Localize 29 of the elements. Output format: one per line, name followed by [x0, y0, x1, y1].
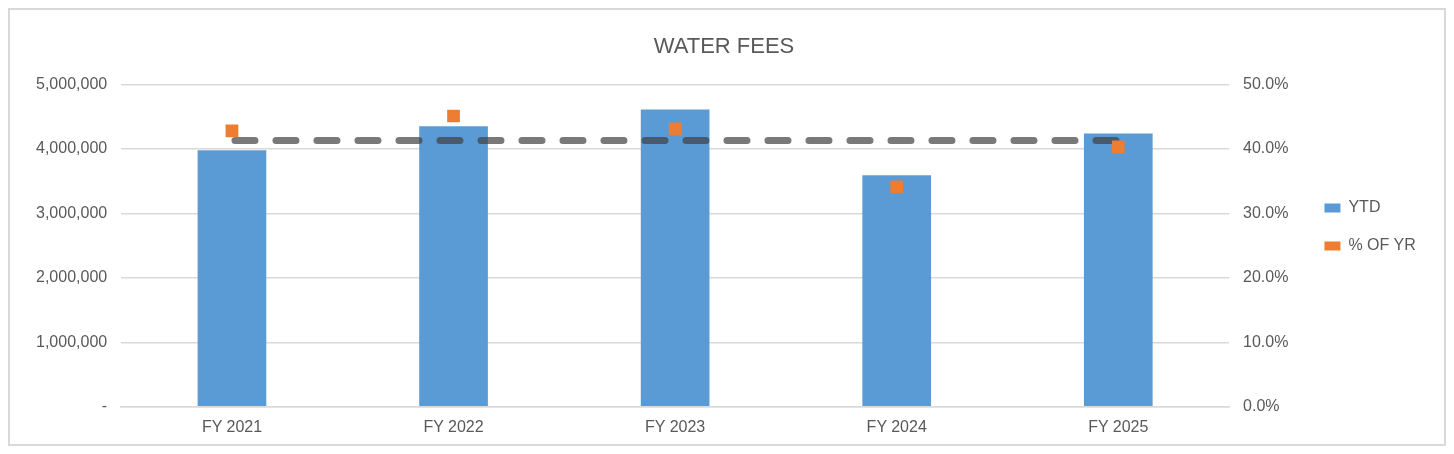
point: [1111, 140, 1125, 154]
y2-tick-label: 40.0%: [1243, 139, 1289, 157]
point: [447, 109, 460, 123]
x-tick-label: FY 2023: [645, 417, 706, 435]
x-tick-label: FY 2022: [423, 417, 484, 435]
x-tick-label: FY 2024: [866, 417, 927, 435]
bar: [640, 109, 710, 407]
bar: [197, 150, 267, 407]
y-tick-label: 1,000,000: [35, 332, 108, 350]
y-tick-label: 2,000,000: [35, 268, 108, 286]
x-tick-label: FY 2021: [201, 417, 263, 435]
bar: [862, 175, 932, 407]
y2-tick-label: 50.0%: [1243, 74, 1289, 92]
y-tick-label: -: [101, 397, 108, 415]
bar: [1083, 133, 1153, 407]
bar: [419, 126, 488, 407]
y-tick-label: 4,000,000: [35, 139, 108, 157]
point: [890, 180, 904, 194]
x-tick-label: FY 2025: [1088, 417, 1149, 435]
y2-tick-label: 10.0%: [1243, 332, 1289, 350]
y-tick-label: 3,000,000: [35, 203, 108, 221]
y-tick-label: 5,000,000: [35, 74, 108, 92]
point: [225, 124, 239, 138]
y2-tick-label: 30.0%: [1243, 203, 1289, 221]
y2-tick-label: 0.0%: [1243, 397, 1280, 415]
y2-tick-label: 20.0%: [1243, 268, 1289, 286]
legend-label: YTD: [1348, 198, 1381, 216]
legend-label: % OF YR: [1348, 236, 1416, 254]
chart-title: WATER FEES: [653, 33, 795, 59]
